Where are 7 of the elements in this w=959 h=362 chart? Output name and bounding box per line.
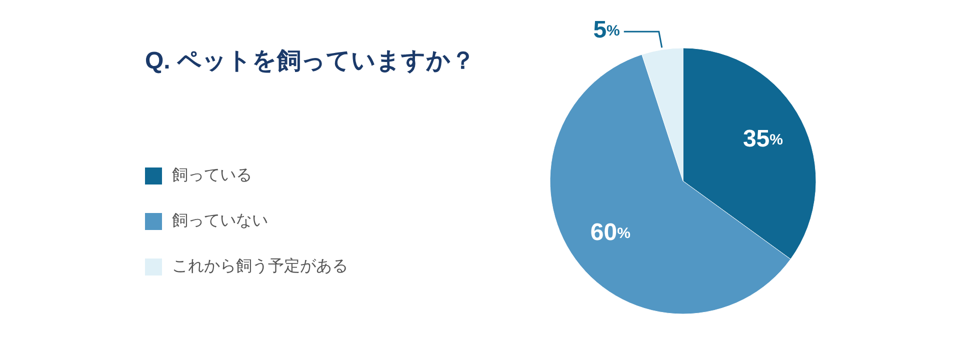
data-label: 60% [590,219,630,246]
data-label: 35% [742,126,784,153]
data-label: 5% [593,17,620,44]
text: Q. ペットを飼っていますか？ [145,47,476,74]
legend-label: 飼っていない [172,212,268,230]
legend-label: これから飼う予定がある [172,257,348,276]
legend-label: 飼っている [172,167,252,184]
